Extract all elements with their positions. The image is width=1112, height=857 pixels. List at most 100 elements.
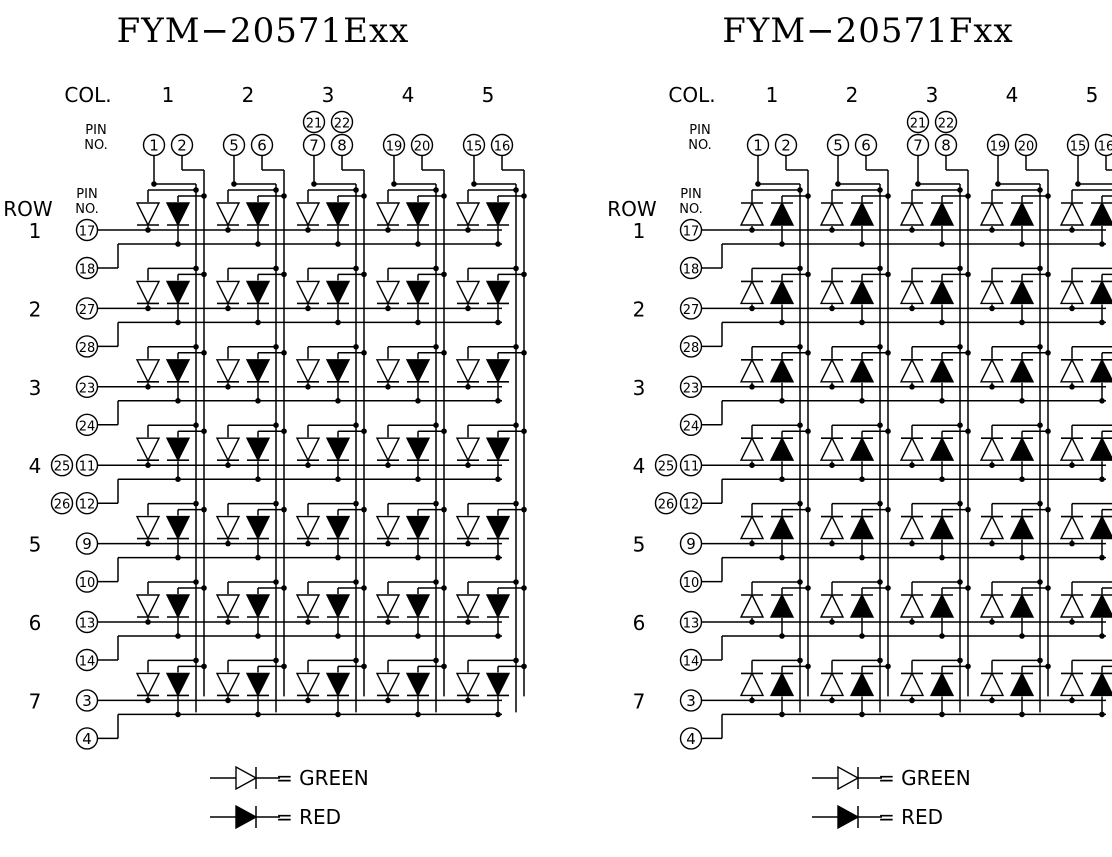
- pin-circle: [679, 454, 703, 477]
- junction-dot: [273, 579, 279, 585]
- row-6: 6 13 14: [29, 610, 502, 672]
- pin-marker: 3: [75, 689, 99, 712]
- green-led-6-5: [1059, 593, 1085, 618]
- row-3: 3 23 24: [633, 375, 1106, 436]
- red-led-4-2: [245, 437, 271, 462]
- red-led-5-1: [769, 515, 795, 540]
- diode-triangle: [899, 515, 925, 540]
- green-led-1-4: [375, 202, 401, 227]
- diode-triangle: [1009, 201, 1035, 226]
- pin-circle: [679, 256, 703, 280]
- red-led-5-3: [325, 515, 351, 541]
- pin-marker: 11: [75, 454, 99, 477]
- column-5: 5 15 16: [455, 83, 527, 718]
- pin-circle: [75, 727, 99, 750]
- red-led-7-3: [325, 672, 351, 697]
- pin-marker: 9: [75, 532, 99, 555]
- red-led-6-4: [405, 594, 431, 619]
- red-led-1-5: [1089, 201, 1112, 226]
- junction-dot: [805, 663, 811, 670]
- column-label: 1: [162, 83, 175, 107]
- pin-number-label: 11: [79, 460, 96, 475]
- pin-circle: [142, 133, 166, 157]
- junction-dot: [361, 428, 367, 435]
- diode-triangle: [375, 280, 401, 305]
- junction-dot: [441, 663, 447, 670]
- junction-dot: [391, 181, 397, 187]
- junction-dot: [361, 271, 367, 278]
- diode-triangle: [849, 201, 875, 226]
- column-label: 1: [766, 83, 779, 107]
- green-led-4-1: [135, 437, 161, 462]
- junction-dot: [797, 500, 803, 507]
- red-led-2-2: [245, 280, 271, 305]
- diode-triangle: [375, 359, 401, 384]
- pin-circle: [679, 570, 703, 593]
- diode-triangle: [405, 202, 431, 227]
- green-led-4-4: [979, 436, 1005, 461]
- junction-dot: [1037, 187, 1043, 193]
- pin-number-label: 12: [683, 498, 700, 513]
- junction-dot: [513, 422, 519, 429]
- pin-number-label: 5: [833, 137, 843, 155]
- diode-triangle: [245, 202, 271, 227]
- pin-header: NO.: [84, 138, 108, 153]
- junction-dot: [513, 265, 519, 272]
- green-led-5-1: [135, 515, 161, 541]
- column-3: 3 21 22 7 8: [295, 83, 367, 718]
- column-label: 3: [926, 83, 939, 107]
- row-pin-header: NO.: [679, 202, 703, 217]
- pin-marker: 2: [170, 133, 194, 157]
- junction-dot: [877, 657, 883, 664]
- pin-marker: 27: [75, 297, 99, 320]
- green-led-2-2: [819, 279, 845, 305]
- junction-dot: [965, 506, 971, 513]
- diode-triangle: [325, 515, 351, 541]
- junction-dot: [353, 657, 359, 664]
- red-led-1-3: [929, 201, 955, 226]
- row-header: ROW: [3, 197, 53, 221]
- red-led-1-1: [769, 201, 795, 226]
- junction-dot: [281, 506, 287, 513]
- red-led-4-4: [405, 437, 431, 462]
- pin-marker: 23: [679, 375, 703, 398]
- red-led-1-3: [325, 202, 351, 227]
- column-4: 4 19 20: [979, 83, 1051, 718]
- junction-dot: [1045, 506, 1051, 513]
- junction-dot: [521, 193, 527, 199]
- junction-dot: [273, 500, 279, 507]
- junction-dot: [877, 344, 883, 350]
- green-led-7-3: [899, 671, 925, 697]
- pin-circle: [906, 133, 930, 157]
- pin-marker: 24: [679, 413, 703, 436]
- pin-number-label: 7: [913, 137, 923, 155]
- diode-triangle: [375, 437, 401, 462]
- pin-marker: 16: [490, 133, 514, 157]
- pin-marker: 6: [854, 133, 878, 157]
- red-led-6-5: [1089, 593, 1112, 618]
- pin-marker: 2: [774, 133, 798, 157]
- junction-dot: [201, 585, 207, 591]
- pin-marker: 18: [679, 256, 703, 280]
- junction-dot: [513, 344, 519, 350]
- red-led-7-4: [1009, 671, 1035, 697]
- red-led-2-5: [1089, 279, 1112, 305]
- red-led-2-1: [769, 279, 795, 305]
- pin-number-label: 15: [1070, 140, 1087, 155]
- junction-dot: [353, 579, 359, 585]
- junction-dot: [521, 663, 527, 670]
- pin-number-label: 4: [82, 730, 92, 748]
- junction-dot: [797, 187, 803, 193]
- red-led-1-4: [1009, 201, 1035, 226]
- pin-number-label: 5: [229, 137, 239, 155]
- junction-dot: [797, 657, 803, 664]
- diode-triangle: [1009, 279, 1035, 305]
- red-led-2-5: [485, 280, 511, 305]
- junction-dot: [1037, 344, 1043, 350]
- diode-triangle: [325, 202, 351, 227]
- diode-triangle: [455, 359, 481, 384]
- diode-triangle: [165, 202, 191, 227]
- red-led-7-4: [405, 672, 431, 697]
- red-led-7-3: [929, 671, 955, 697]
- pin-circle: [679, 727, 703, 750]
